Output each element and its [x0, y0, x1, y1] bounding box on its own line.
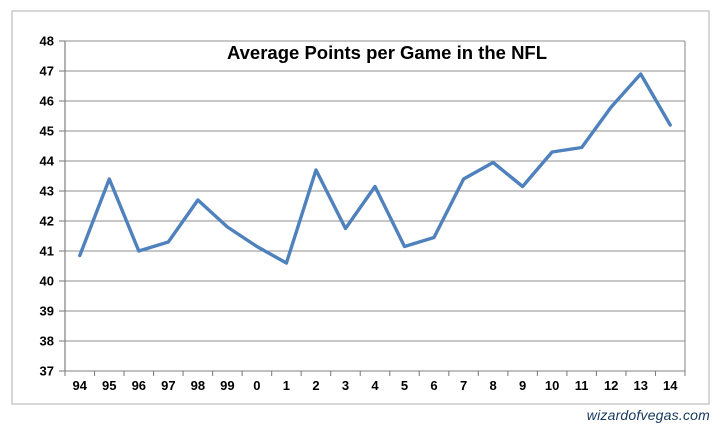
x-axis-tick-label: 2: [312, 378, 319, 393]
y-axis-tick-label: 42: [40, 214, 54, 229]
x-axis-tick-label: 11: [575, 378, 589, 393]
y-axis-tick-label: 37: [40, 364, 54, 379]
watermark-text: wizardofvegas.com: [586, 407, 710, 423]
y-axis-tick-label: 41: [40, 244, 54, 259]
series-line: [78, 72, 672, 265]
y-axis-tick-label: 43: [40, 184, 54, 199]
y-axis-tick-label: 48: [40, 34, 54, 49]
x-axis-tick-label: 7: [460, 378, 467, 393]
x-axis-tick-label: 9: [519, 378, 526, 393]
x-axis-tick-label: 12: [604, 378, 618, 393]
chart-title: Average Points per Game in the NFL: [227, 42, 547, 63]
x-axis-tick-label: 99: [220, 378, 234, 393]
x-axis-tick-label: 6: [430, 378, 437, 393]
y-axis-tick-label: 40: [40, 274, 54, 289]
x-axis-tick-label: 1: [283, 378, 290, 393]
x-axis-tick-label: 8: [489, 378, 496, 393]
x-axis-tick-label: 5: [401, 378, 408, 393]
x-axis-tick-label: 4: [371, 378, 379, 393]
y-axis-tick-label: 47: [40, 64, 54, 79]
x-axis-tick-label: 95: [102, 378, 116, 393]
x-axis-tick-label: 0: [253, 378, 260, 393]
x-axis-tick-label: 13: [633, 378, 647, 393]
y-axis-tick-label: 46: [40, 94, 54, 109]
y-axis-tick-label: 44: [40, 154, 55, 169]
x-axis-tick-label: 3: [342, 378, 349, 393]
y-axis-tick-label: 45: [40, 124, 54, 139]
x-axis-tick-label: 98: [191, 378, 205, 393]
x-axis-tick-label: 97: [161, 378, 175, 393]
y-axis-tick-label: 39: [40, 304, 54, 319]
x-axis-tick-label: 94: [73, 378, 88, 393]
y-axis-tick-label: 38: [40, 334, 54, 349]
x-axis-tick-label: 14: [663, 378, 678, 393]
x-axis-tick-label: 96: [132, 378, 146, 393]
x-axis-tick-label: 10: [545, 378, 559, 393]
